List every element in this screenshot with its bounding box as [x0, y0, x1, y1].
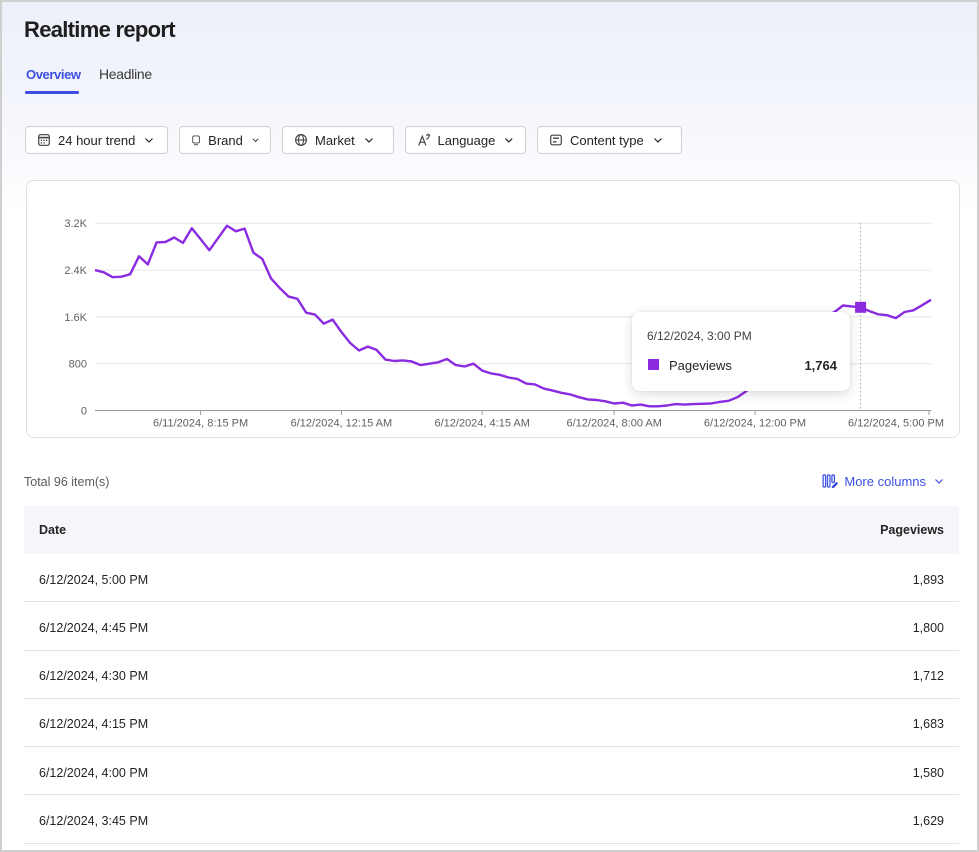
svg-text:6/12/2024, 4:15 AM: 6/12/2024, 4:15 AM	[434, 418, 529, 430]
svg-text:800: 800	[69, 359, 87, 371]
svg-text:1.6K: 1.6K	[64, 312, 87, 324]
svg-text:3.2K: 3.2K	[64, 218, 87, 230]
svg-text:2.4K: 2.4K	[64, 265, 87, 277]
svg-text:6/12/2024, 12:00 PM: 6/12/2024, 12:00 PM	[704, 418, 806, 430]
svg-text:6/11/2024, 8:15 PM: 6/11/2024, 8:15 PM	[153, 418, 248, 430]
svg-text:6/12/2024, 12:15 AM: 6/12/2024, 12:15 AM	[291, 418, 393, 430]
svg-text:6/12/2024, 8:00 AM: 6/12/2024, 8:00 AM	[566, 418, 661, 430]
svg-text:0: 0	[81, 406, 87, 418]
svg-text:6/12/2024, 5:00 PM: 6/12/2024, 5:00 PM	[848, 418, 944, 430]
